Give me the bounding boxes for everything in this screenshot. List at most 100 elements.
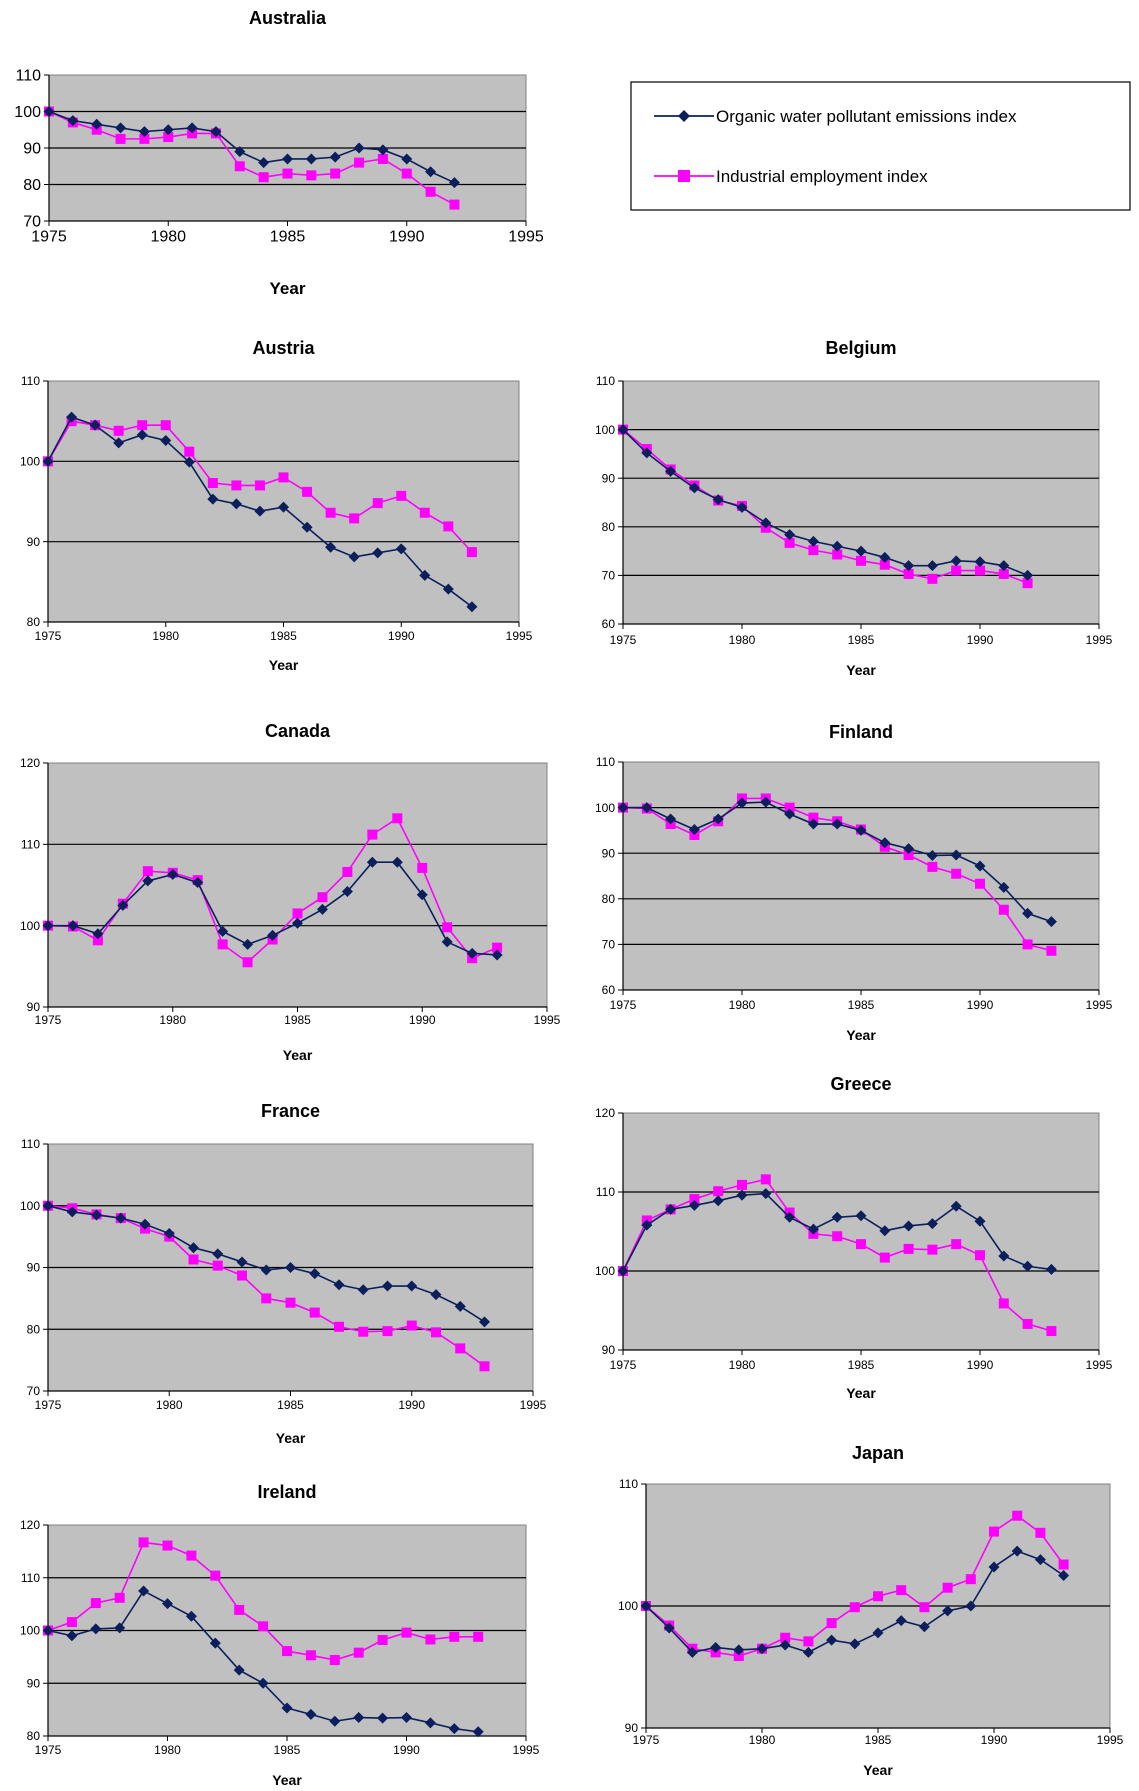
- employment-point: [873, 1591, 883, 1602]
- emissions-point: [66, 1206, 78, 1218]
- employment-point: [760, 1174, 771, 1185]
- employment-point: [258, 1621, 269, 1632]
- y-tick-label: 100: [20, 455, 40, 469]
- emissions-point: [1011, 1545, 1023, 1557]
- employment-point: [137, 420, 148, 431]
- employment-point: [1022, 939, 1033, 950]
- employment-point: [832, 1231, 843, 1242]
- emissions-point: [760, 517, 772, 529]
- chart-canada: Canada 90 100 110 120 1975 1980 1985 1990 1995 Yea…: [20, 721, 561, 1063]
- employment-point: [455, 1343, 466, 1354]
- chart-title: France: [261, 1101, 320, 1121]
- employment-point: [242, 957, 253, 968]
- x-tick-label: 1975: [633, 1733, 660, 1747]
- emissions-point: [712, 1195, 724, 1207]
- emissions-point: [903, 1220, 915, 1232]
- employment-point: [425, 186, 436, 197]
- x-tick-label: 1990: [398, 1398, 425, 1412]
- x-tick-label: 1980: [749, 1733, 776, 1747]
- y-tick-label: 60: [602, 983, 616, 997]
- emissions-point: [142, 875, 154, 887]
- employment-point: [879, 1252, 890, 1263]
- y-tick-label: 100: [595, 1264, 615, 1278]
- emissions-point: [419, 569, 431, 581]
- x-tick-label: 1985: [270, 229, 306, 246]
- employment-point: [466, 547, 477, 558]
- emissions-point: [736, 797, 748, 809]
- employment-point: [927, 1244, 938, 1255]
- emissions-point: [807, 535, 819, 547]
- employment-point: [392, 813, 403, 824]
- emissions-point: [712, 494, 724, 506]
- employment-point: [903, 568, 914, 579]
- employment-point: [258, 172, 269, 183]
- x-tick-label: 1975: [35, 1743, 62, 1757]
- employment-point: [354, 157, 365, 168]
- employment-point: [207, 478, 218, 489]
- employment-point: [919, 1602, 930, 1613]
- emissions-point: [442, 583, 454, 595]
- y-tick-label: 60: [602, 617, 616, 631]
- emissions-point: [974, 860, 986, 872]
- employment-point: [188, 1254, 199, 1265]
- employment-point: [305, 1650, 316, 1661]
- employment-point: [90, 1598, 101, 1609]
- emissions-point: [91, 1209, 102, 1221]
- emissions-point: [372, 547, 384, 559]
- employment-point: [942, 1582, 953, 1593]
- emissions-point: [138, 1585, 150, 1597]
- employment-point: [309, 1307, 320, 1318]
- emissions-point: [139, 1218, 151, 1230]
- emissions-point: [233, 1664, 245, 1676]
- emissions-point: [257, 1677, 269, 1689]
- employment-point: [342, 866, 353, 877]
- emissions-point: [186, 122, 198, 134]
- employment-point: [856, 555, 866, 566]
- employment-point: [1035, 1527, 1046, 1538]
- x-axis-title: Year: [270, 279, 306, 298]
- y-tick-label: 90: [27, 1000, 41, 1014]
- emissions-point: [395, 543, 407, 555]
- x-axis-title: Year: [846, 1027, 876, 1043]
- x-tick-label: 1975: [610, 633, 637, 647]
- y-tick-label: 110: [21, 1137, 40, 1151]
- emissions-point: [43, 106, 55, 117]
- emissions-point: [234, 146, 246, 158]
- emissions-point: [425, 166, 437, 178]
- y-tick-label: 120: [20, 1518, 40, 1532]
- employment-point: [330, 168, 341, 179]
- employment-point: [358, 1326, 369, 1337]
- emissions-point: [210, 126, 222, 138]
- emissions-point: [162, 1598, 173, 1610]
- emissions-point: [784, 1211, 796, 1223]
- emissions-point: [217, 925, 229, 937]
- employment-point: [396, 490, 407, 501]
- employment-point: [217, 939, 228, 950]
- employment-point: [951, 868, 962, 879]
- chart-greece: Greece 90 100 110 120 1975 1980 1985 1990 1995 Yea…: [595, 1074, 1113, 1401]
- employment-point: [903, 850, 914, 861]
- emissions-point: [760, 1188, 772, 1200]
- y-tick-label: 110: [15, 68, 41, 85]
- employment-point: [1058, 1559, 1069, 1570]
- employment-point: [231, 480, 242, 491]
- emissions-point: [942, 1605, 954, 1617]
- emissions-point: [454, 1300, 466, 1312]
- x-tick-label: 1980: [152, 629, 179, 643]
- x-tick-label: 1995: [1086, 633, 1113, 647]
- employment-point: [849, 1602, 860, 1613]
- employment-point: [808, 545, 819, 556]
- legend-diamond-marker: [678, 110, 690, 122]
- emissions-point: [988, 1561, 1000, 1573]
- employment-point: [237, 1270, 247, 1281]
- emissions-point: [305, 153, 317, 165]
- y-tick-label: 90: [23, 141, 41, 158]
- employment-point: [417, 862, 428, 873]
- emissions-point: [163, 1228, 175, 1240]
- emissions-point: [448, 177, 460, 189]
- x-tick-label: 1975: [610, 998, 637, 1012]
- emissions-point: [472, 1726, 484, 1738]
- x-axis-title: Year: [863, 1762, 893, 1778]
- emissions-point: [974, 556, 986, 568]
- emissions-point: [333, 1279, 345, 1291]
